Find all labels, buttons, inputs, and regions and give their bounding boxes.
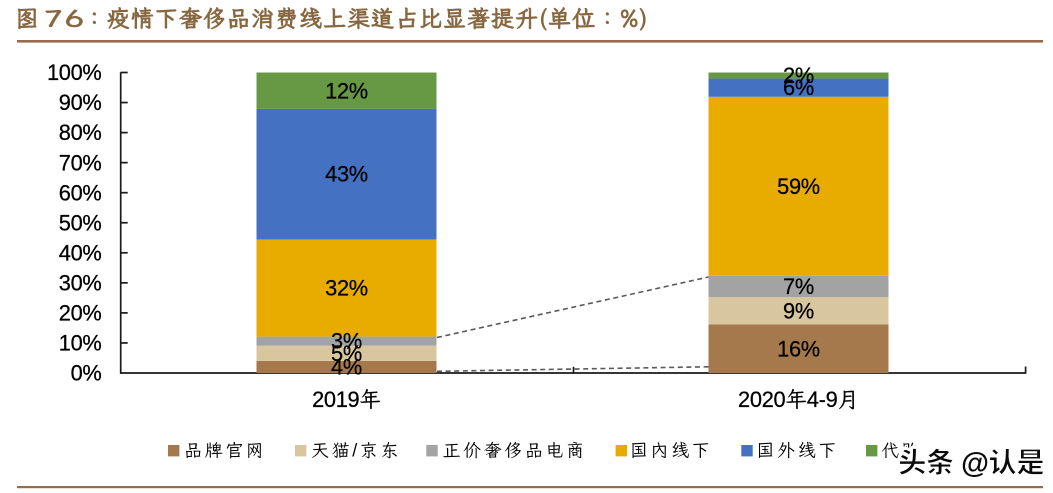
svg-text:国内线下: 国内线下 [630, 438, 712, 462]
svg-text:10%: 10% [59, 331, 102, 356]
svg-text:70%: 70% [59, 150, 102, 175]
svg-text:12%: 12% [325, 78, 368, 103]
svg-text:2%: 2% [783, 63, 814, 88]
svg-text:图: 图 [16, 3, 40, 34]
svg-text:头条 @认是: 头条 @认是 [898, 441, 1044, 482]
svg-text:76: 76 [44, 4, 86, 34]
svg-text:60%: 60% [59, 180, 102, 205]
svg-text:天猫/京东: 天猫/京东 [311, 438, 401, 462]
svg-text:90%: 90% [59, 90, 102, 115]
svg-text:80%: 80% [59, 120, 102, 145]
svg-text:5%: 5% [331, 341, 362, 366]
svg-text:100%: 100% [47, 60, 102, 85]
svg-text:59%: 59% [777, 174, 820, 199]
svg-text:2019年: 2019年 [312, 387, 381, 412]
svg-text:7%: 7% [783, 274, 814, 299]
svg-text:9%: 9% [783, 298, 814, 323]
svg-text:3%: 3% [331, 329, 362, 354]
svg-text:4%: 4% [331, 354, 362, 379]
svg-text:0%: 0% [71, 361, 102, 386]
svg-text:16%: 16% [777, 336, 820, 361]
svg-text:43%: 43% [325, 162, 368, 187]
svg-text:6%: 6% [783, 75, 814, 100]
svg-text:正价奢侈品电商: 正价奢侈品电商 [443, 438, 587, 462]
svg-text:20%: 20% [59, 301, 102, 326]
svg-text:国外线下: 国外线下 [757, 438, 839, 462]
svg-text:32%: 32% [325, 276, 368, 301]
svg-text:30%: 30% [59, 270, 102, 295]
svg-text:50%: 50% [59, 210, 102, 235]
svg-text:：疫情下奢侈品消费线上渠道占比显著提升(单位：%): ：疫情下奢侈品消费线上渠道占比显著提升(单位：%) [83, 3, 649, 34]
svg-text:代购: 代购 [881, 438, 922, 462]
svg-text:40%: 40% [59, 240, 102, 265]
svg-text:品牌官网: 品牌官网 [184, 438, 266, 462]
svg-text:2020年4-9月: 2020年4-9月 [738, 387, 859, 412]
